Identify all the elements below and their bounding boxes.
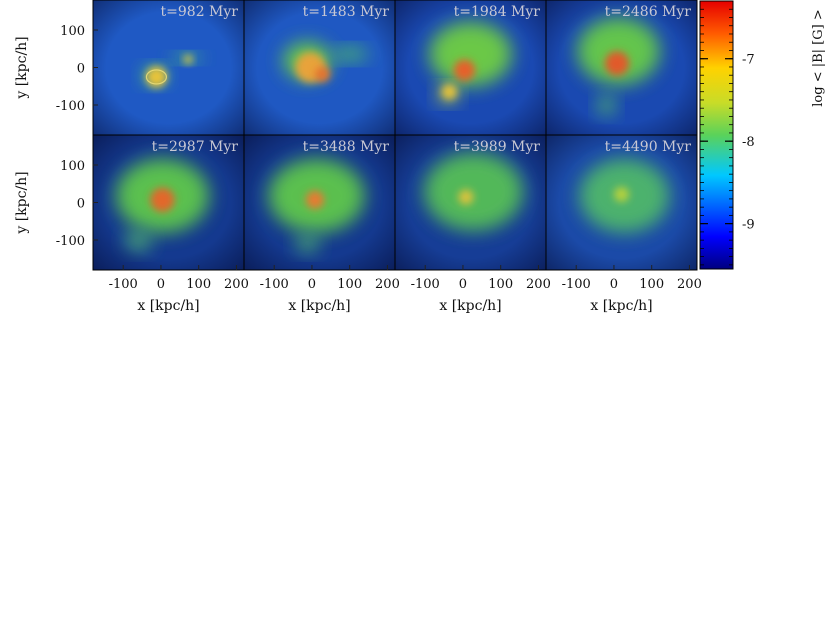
panel-vignette <box>93 0 244 135</box>
panel-vignette <box>546 0 697 135</box>
x-tick-label: 200 <box>375 277 400 292</box>
colorbar-label: log < |B| [G] > <box>811 9 826 106</box>
panel-time-label: t=1483 Myr <box>303 4 390 20</box>
x-tick-label: 200 <box>526 277 551 292</box>
panel-vignette <box>244 0 395 135</box>
y-tick-label: 100 <box>60 159 85 174</box>
panel-vignette <box>395 0 546 135</box>
panel-vignette <box>93 135 244 270</box>
colorbar-tick-label: -9 <box>742 218 755 233</box>
panel-grid: t=982 Myr t=1483 Myr t=1984 Myr t=2486 Myr t… <box>92 0 698 271</box>
x-tick-label: 0 <box>459 277 467 292</box>
x-tick-label: -100 <box>260 277 289 292</box>
panel-time-label: t=2486 Myr <box>605 4 692 20</box>
colorbar: -7 -8 -9 log < |B| [G] > <box>699 0 826 270</box>
x-tick-label: 100 <box>186 277 211 292</box>
y-tick-label: -100 <box>56 99 85 114</box>
colorbar-gradient <box>699 0 734 270</box>
colorbar-tick-label: -7 <box>742 53 755 68</box>
panel-time-label: t=4490 Myr <box>605 139 692 155</box>
panel-time-label: t=3989 Myr <box>454 139 541 155</box>
x-axis-label: x [kpc/h] <box>137 298 199 314</box>
panel: t=3488 Myr <box>243 134 396 271</box>
x-tick-label: 0 <box>157 277 165 292</box>
x-axis-label: x [kpc/h] <box>288 298 350 314</box>
y-tick-label: 100 <box>60 24 85 39</box>
y-tick-label: -100 <box>56 234 85 249</box>
panel: t=2486 Myr <box>545 0 698 136</box>
panel: t=2987 Myr <box>92 134 245 271</box>
panel: t=982 Myr <box>92 0 245 136</box>
y-tick-label: 0 <box>77 62 85 77</box>
x-tick-label: -100 <box>411 277 440 292</box>
panel-time-label: t=982 Myr <box>161 4 239 20</box>
panel-time-label: t=3488 Myr <box>303 139 390 155</box>
x-tick-label: -100 <box>109 277 138 292</box>
x-axis-label: x [kpc/h] <box>590 298 652 314</box>
x-tick-label: -100 <box>562 277 591 292</box>
x-tick-label: 100 <box>337 277 362 292</box>
panel-frame <box>545 134 698 271</box>
x-tick-label: 200 <box>224 277 249 292</box>
x-tick-label: 100 <box>639 277 664 292</box>
panel-vignette <box>546 135 697 270</box>
axes: 100 0 -100 y [kpc/h] -100 0 100 200 x [kpc/h] 100… <box>14 24 702 314</box>
panel-time-label: t=1984 Myr <box>454 4 541 20</box>
panel-vignette <box>244 135 395 270</box>
panel-time-label: t=2987 Myr <box>152 139 239 155</box>
colorbar-tick-label: -8 <box>742 135 755 150</box>
panel: t=4490 Myr <box>545 134 698 271</box>
panel: t=1984 Myr <box>394 0 547 136</box>
x-tick-label: 200 <box>677 277 702 292</box>
panel: t=1483 Myr <box>243 0 396 136</box>
x-tick-label: 100 <box>488 277 513 292</box>
x-tick-label: 0 <box>308 277 316 292</box>
panel: t=3989 Myr <box>394 134 547 271</box>
y-axis-label: y [kpc/h] <box>14 36 30 99</box>
x-tick-label: 0 <box>610 277 618 292</box>
y-axis-label: y [kpc/h] <box>14 171 30 234</box>
x-axis-label: x [kpc/h] <box>439 298 501 314</box>
panel-vignette <box>395 135 546 270</box>
y-tick-label: 0 <box>77 197 85 212</box>
